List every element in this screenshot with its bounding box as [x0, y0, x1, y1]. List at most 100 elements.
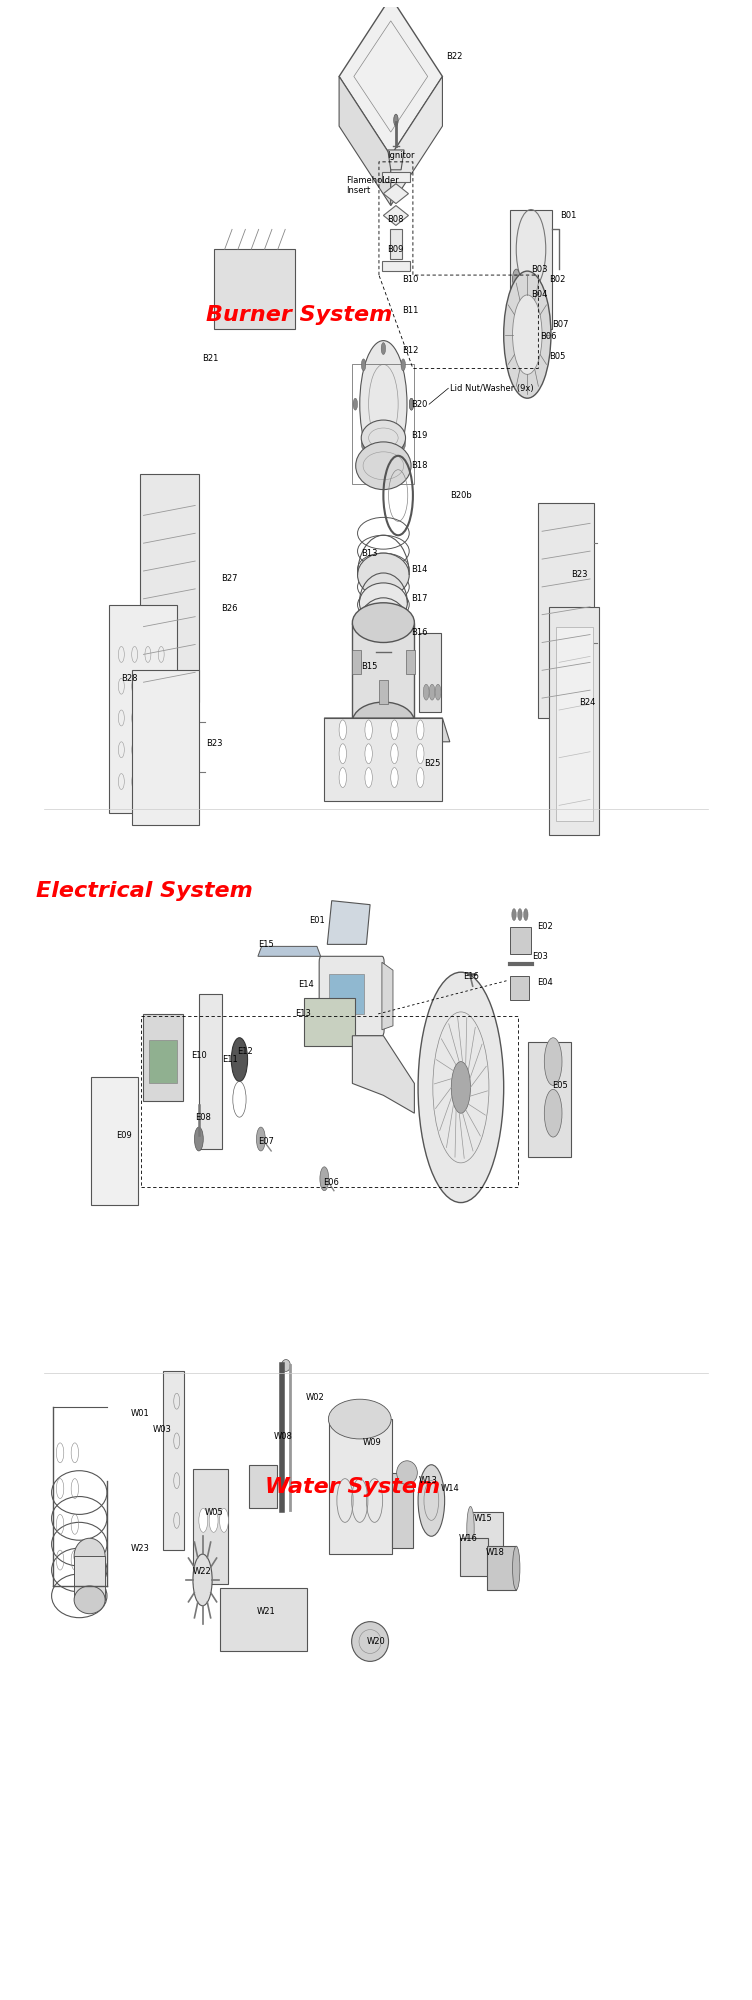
- Polygon shape: [258, 946, 320, 956]
- Text: B19: B19: [411, 432, 428, 440]
- Circle shape: [339, 720, 347, 740]
- Ellipse shape: [352, 1622, 389, 1662]
- Text: B12: B12: [402, 346, 418, 356]
- Circle shape: [199, 1508, 208, 1532]
- Ellipse shape: [74, 1586, 105, 1614]
- Text: B21: B21: [202, 354, 219, 362]
- Bar: [132, 670, 199, 826]
- Text: B01: B01: [560, 210, 577, 220]
- FancyBboxPatch shape: [319, 956, 384, 1036]
- Text: W23: W23: [131, 1544, 150, 1552]
- Text: E13: E13: [295, 1010, 311, 1018]
- Ellipse shape: [361, 420, 405, 456]
- Text: B15: B15: [361, 662, 378, 670]
- Circle shape: [517, 908, 522, 920]
- Text: B02: B02: [550, 274, 566, 284]
- Bar: [393, 1472, 413, 1548]
- Text: W21: W21: [256, 1608, 275, 1616]
- Text: B20: B20: [411, 400, 428, 408]
- Circle shape: [523, 908, 528, 920]
- Bar: [487, 1546, 516, 1590]
- Circle shape: [423, 684, 429, 700]
- Circle shape: [256, 1128, 265, 1150]
- Text: Lid Nut/Washer (9x): Lid Nut/Washer (9x): [450, 384, 533, 392]
- Circle shape: [391, 744, 398, 764]
- Circle shape: [365, 768, 372, 788]
- Circle shape: [339, 744, 347, 764]
- Polygon shape: [382, 262, 410, 272]
- Circle shape: [417, 720, 424, 740]
- Text: Flameholder
Insert: Flameholder Insert: [347, 176, 399, 196]
- Text: E08: E08: [196, 1112, 211, 1122]
- Circle shape: [401, 438, 405, 450]
- Circle shape: [353, 398, 357, 410]
- Ellipse shape: [353, 602, 414, 642]
- Text: B27: B27: [221, 574, 238, 584]
- Circle shape: [544, 1090, 562, 1138]
- Circle shape: [381, 342, 386, 354]
- Bar: [163, 1372, 184, 1550]
- Polygon shape: [388, 150, 404, 170]
- Text: E01: E01: [310, 916, 326, 926]
- Text: B23: B23: [572, 570, 588, 580]
- Text: E04: E04: [537, 978, 553, 986]
- Text: E10: E10: [192, 1052, 208, 1060]
- Polygon shape: [384, 184, 408, 204]
- Ellipse shape: [356, 608, 411, 656]
- Bar: [511, 976, 529, 1000]
- Text: B16: B16: [411, 628, 428, 638]
- Text: E15: E15: [258, 940, 274, 948]
- Text: E11: E11: [223, 1056, 238, 1064]
- Polygon shape: [339, 0, 442, 156]
- Polygon shape: [324, 718, 442, 802]
- Text: B03: B03: [531, 264, 547, 274]
- Text: W03: W03: [153, 1424, 172, 1434]
- Text: B22: B22: [446, 52, 462, 62]
- Circle shape: [504, 272, 551, 398]
- Bar: [220, 1588, 307, 1652]
- Circle shape: [193, 1554, 212, 1606]
- Circle shape: [365, 744, 372, 764]
- Bar: [379, 680, 388, 704]
- Bar: [460, 1538, 488, 1576]
- Circle shape: [394, 114, 398, 126]
- Polygon shape: [353, 1036, 414, 1114]
- Ellipse shape: [281, 1360, 290, 1372]
- Polygon shape: [382, 962, 393, 1030]
- Text: E07: E07: [258, 1136, 274, 1146]
- Text: W22: W22: [193, 1568, 212, 1576]
- Circle shape: [361, 438, 365, 450]
- Text: B25: B25: [424, 760, 441, 768]
- Text: B09: B09: [387, 244, 403, 254]
- Bar: [556, 626, 593, 822]
- Text: B11: B11: [402, 306, 418, 316]
- Text: B05: B05: [550, 352, 566, 360]
- Circle shape: [435, 684, 441, 700]
- Circle shape: [513, 294, 542, 374]
- Text: E02: E02: [537, 922, 553, 932]
- Text: Burner System: Burner System: [206, 304, 393, 324]
- Text: B14: B14: [411, 564, 428, 574]
- Polygon shape: [327, 900, 370, 944]
- Ellipse shape: [356, 442, 411, 490]
- Bar: [144, 1014, 183, 1102]
- Text: E16: E16: [463, 972, 479, 980]
- Bar: [353, 622, 414, 722]
- Text: W05: W05: [205, 1508, 223, 1516]
- Ellipse shape: [513, 1546, 520, 1590]
- Text: B18: B18: [411, 462, 428, 470]
- Text: W09: W09: [362, 1438, 381, 1448]
- Bar: [109, 604, 177, 814]
- Circle shape: [417, 768, 424, 788]
- Circle shape: [401, 358, 405, 370]
- Ellipse shape: [357, 554, 409, 596]
- Circle shape: [320, 1166, 329, 1190]
- Text: W16: W16: [459, 1534, 478, 1542]
- Ellipse shape: [74, 1538, 105, 1574]
- Circle shape: [409, 398, 414, 410]
- Circle shape: [418, 1464, 444, 1536]
- Text: B04: B04: [531, 290, 547, 300]
- Bar: [329, 974, 364, 1014]
- Text: B10: B10: [402, 274, 418, 284]
- Text: B17: B17: [411, 594, 428, 604]
